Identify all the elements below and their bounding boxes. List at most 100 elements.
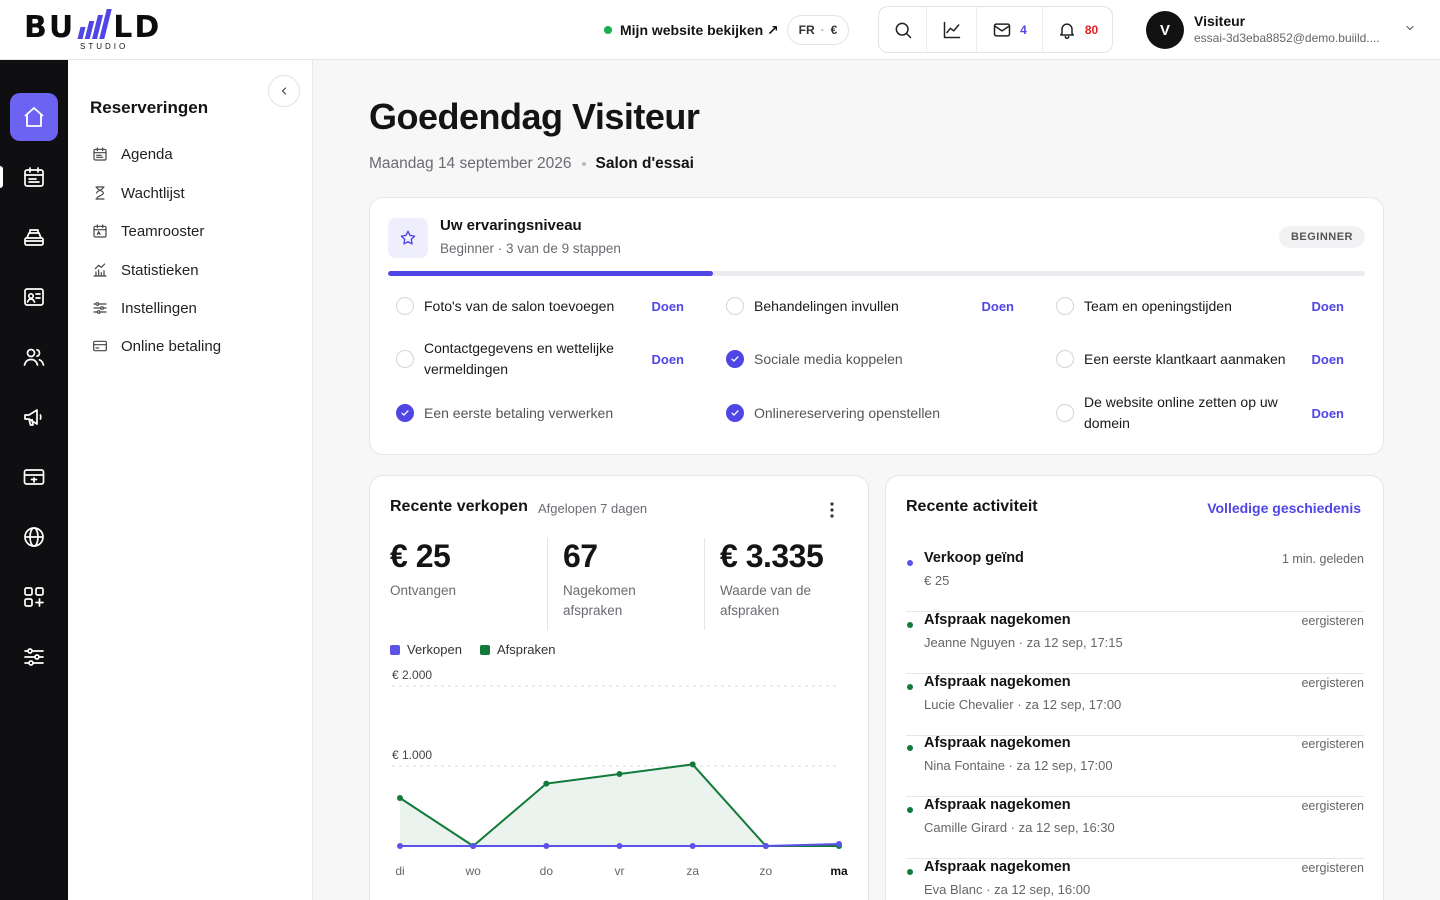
notifications-button[interactable]: 80: [1043, 7, 1112, 52]
task-item[interactable]: Team en openingstijden Doen: [1048, 294, 1348, 318]
task-item[interactable]: Behandelingen invullen Doen: [718, 294, 1018, 318]
logo-text-left: BU: [24, 10, 76, 45]
card-icon: [93, 340, 107, 352]
date-salon-line: Maandag 14 september 2026 Salon d'essai: [369, 155, 694, 173]
sidebar-item-agenda[interactable]: Agenda: [92, 142, 173, 166]
cash-register-icon: [24, 229, 44, 246]
activity-item[interactable]: Afspraak nagekomen Nina Fontaine · za 12 …: [906, 735, 1364, 798]
empty-circle-icon[interactable]: [726, 297, 744, 315]
activity-detail: Jeanne Nguyen · za 12 sep, 17:15: [924, 634, 1123, 650]
search-button[interactable]: [879, 7, 927, 52]
legend-item-sales: Verkopen: [390, 642, 462, 657]
empty-circle-icon[interactable]: [1056, 350, 1074, 368]
activity-item[interactable]: Afspraak nagekomen Jeanne Nguyen · za 12 …: [906, 612, 1364, 674]
task-item[interactable]: Onlinereservering openstellen: [718, 391, 1018, 435]
check-circle-icon[interactable]: [396, 404, 414, 422]
rail-billing[interactable]: [10, 453, 58, 501]
rail-cash-register[interactable]: [10, 213, 58, 261]
stat-appointments: 67 Nagekomen afspraken: [563, 538, 683, 621]
activity-item[interactable]: Afspraak nagekomen Eva Blanc · za 12 sep,…: [906, 859, 1364, 900]
check-circle-icon[interactable]: [726, 404, 744, 422]
experience-progress-bar: [388, 271, 1365, 276]
activity-title: Afspraak nagekomen: [924, 797, 1071, 814]
task-action-link[interactable]: Doen: [651, 298, 685, 314]
more-options-button[interactable]: [822, 500, 842, 520]
activity-detail: Lucie Chevalier · za 12 sep, 17:00: [924, 696, 1122, 712]
header-tools: 4 80: [878, 6, 1113, 53]
logo-text-right: LD: [113, 10, 162, 45]
sales-data-point: [616, 843, 623, 849]
task-item[interactable]: Sociale media koppelen: [718, 337, 1018, 381]
analytics-button[interactable]: [927, 7, 977, 52]
empty-circle-icon[interactable]: [1056, 297, 1074, 315]
mail-icon: [993, 22, 1011, 37]
sales-data-point: [397, 843, 403, 849]
activity-time: eergisteren: [1301, 675, 1364, 690]
sidebar-item-team-schedule[interactable]: Teamrooster: [92, 219, 204, 243]
activity-item[interactable]: Afspraak nagekomen Camille Girard · za 12…: [906, 797, 1364, 860]
level-label-badge: BEGINNER: [1278, 226, 1365, 248]
task-action-link[interactable]: Doen: [1311, 351, 1345, 367]
x-tick-label: di: [395, 864, 404, 878]
task-item[interactable]: Foto's van de salon toevoegen Doen: [388, 294, 688, 318]
recent-activity-card: Recente activiteit Volledige geschiedeni…: [885, 475, 1384, 900]
rail-home[interactable]: [10, 93, 58, 141]
task-action-link[interactable]: Doen: [1311, 405, 1345, 421]
chevron-left-icon: [281, 87, 287, 95]
empty-circle-icon[interactable]: [396, 297, 414, 315]
online-status-dot: [604, 26, 612, 34]
stat-value: 67: [563, 538, 598, 574]
sidebar-item-settings[interactable]: Instellingen: [92, 296, 197, 320]
settings-icon: [93, 302, 107, 314]
x-tick-label: do: [540, 864, 554, 878]
activity-item[interactable]: Verkoop geïnd € 25 1 min. geleden: [906, 550, 1364, 612]
rail-team[interactable]: [10, 333, 58, 381]
task-action-link[interactable]: Doen: [981, 298, 1015, 314]
invoice-icon: [23, 469, 45, 485]
user-menu[interactable]: V Visiteur essai-3d3eba8852@demo.buiild.…: [1146, 10, 1416, 50]
task-item[interactable]: De website online zetten op uw domein Doe…: [1048, 391, 1348, 435]
activity-title: Recente activiteit: [906, 498, 1038, 515]
stat-label: Ontvangen: [390, 583, 457, 598]
language-currency-selector[interactable]: FR · €: [787, 15, 849, 45]
experience-title: Uw ervaringsniveau: [440, 217, 582, 234]
empty-circle-icon[interactable]: [396, 350, 414, 368]
sales-line-chart: € 2.000 € 1.000 di wo do vr za zo ma: [392, 668, 848, 878]
separator-dot: ·: [820, 23, 825, 37]
check-circle-icon[interactable]: [726, 350, 744, 368]
rail-apps[interactable]: [10, 573, 58, 621]
sidebar-item-statistics[interactable]: Statistieken: [92, 258, 199, 282]
sidebar-item-waitlist[interactable]: Wachtlijst: [92, 181, 185, 205]
activity-time: eergisteren: [1301, 799, 1364, 814]
activity-time: eergisteren: [1301, 737, 1364, 752]
stat-divider: [547, 538, 548, 630]
rail-marketing[interactable]: [10, 393, 58, 441]
sidebar-item-online-payment[interactable]: Online betaling: [92, 334, 221, 358]
messages-button[interactable]: 4: [977, 7, 1043, 52]
sales-data-point: [762, 843, 769, 849]
legend-label: Verkopen: [407, 642, 462, 657]
activity-item[interactable]: Afspraak nagekomen Lucie Chevalier · za 1…: [906, 674, 1364, 736]
users-icon: [23, 348, 45, 366]
level-badge: [388, 218, 428, 258]
task-action-link[interactable]: Doen: [1311, 298, 1345, 314]
full-history-link[interactable]: Volledige geschiedenis: [1207, 500, 1361, 516]
empty-circle-icon[interactable]: [1056, 404, 1074, 422]
legend-label: Afspraken: [496, 642, 556, 657]
task-item[interactable]: Een eerste betaling verwerken: [388, 391, 688, 435]
logo[interactable]: BU LD STUDIO: [24, 9, 184, 52]
task-item[interactable]: Een eerste klantkaart aanmaken Doen: [1048, 337, 1348, 381]
stat-value: € 3.335: [720, 538, 824, 574]
collapse-sidebar-button[interactable]: [268, 75, 300, 107]
rail-website[interactable]: [10, 513, 58, 561]
task-action-link[interactable]: Doen: [651, 351, 685, 367]
task-item[interactable]: Contactgegevens en wettelijke vermelding…: [388, 337, 688, 381]
rail-settings[interactable]: [10, 633, 58, 681]
legend-swatch: [390, 645, 400, 655]
sales-data-point: [543, 843, 550, 849]
task-label: Een eerste klantkaart aanmaken: [1084, 350, 1286, 367]
task-label: Sociale media koppelen: [754, 350, 903, 367]
rail-reservations[interactable]: [10, 153, 58, 201]
rail-clients[interactable]: [10, 273, 58, 321]
view-website-link[interactable]: Mijn website bekijken ↗: [604, 19, 779, 41]
